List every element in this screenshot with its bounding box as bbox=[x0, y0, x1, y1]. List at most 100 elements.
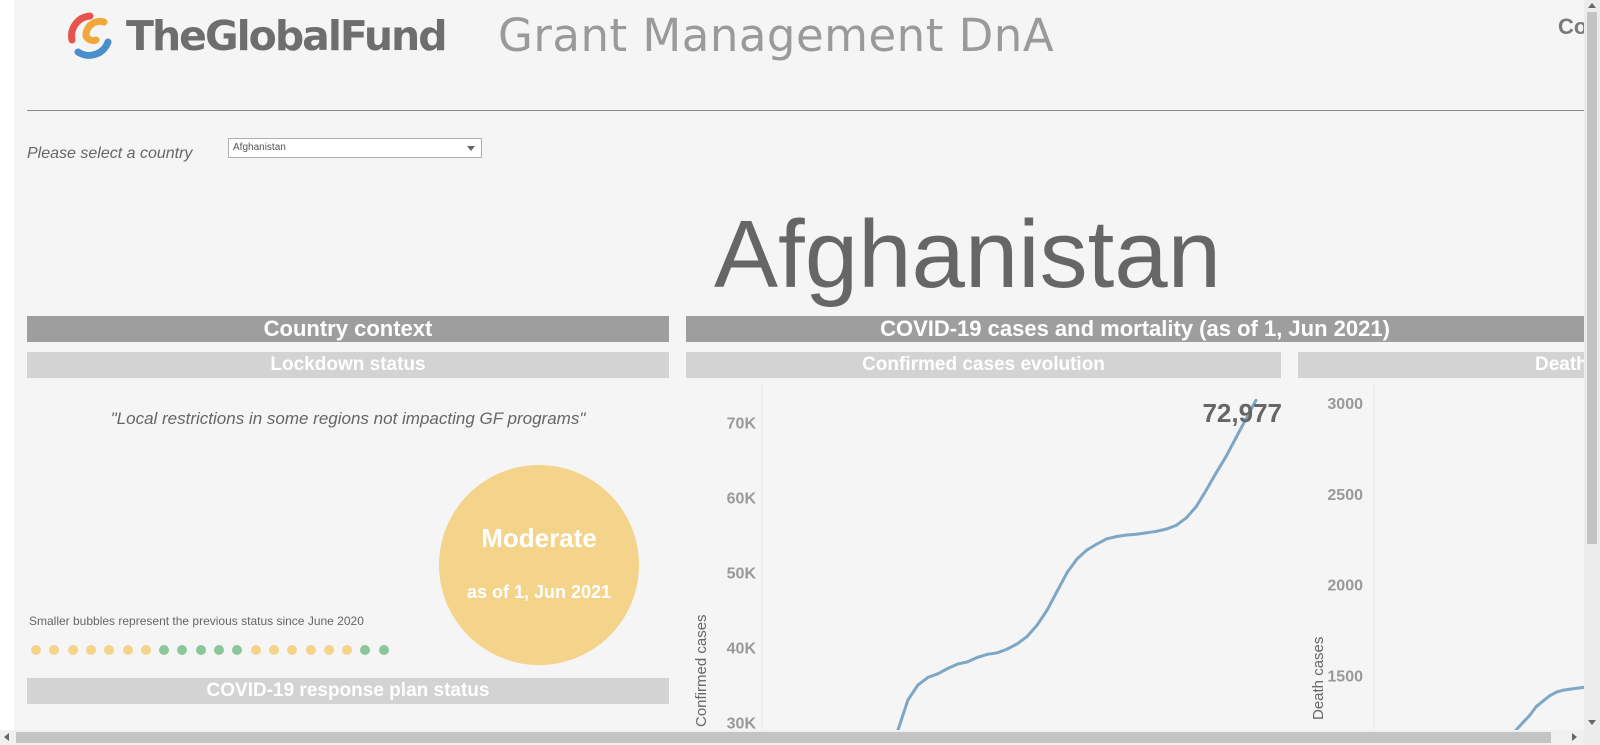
scroll-down-icon[interactable] bbox=[1588, 720, 1596, 725]
scroll-right-icon[interactable] bbox=[1572, 733, 1577, 741]
confirmed-data-point[interactable] bbox=[906, 698, 910, 702]
confirmed-data-point[interactable] bbox=[1184, 516, 1188, 520]
country-context-header: Country context bbox=[27, 316, 669, 342]
history-dot[interactable] bbox=[214, 645, 224, 655]
deaths-data-point[interactable] bbox=[1575, 686, 1579, 690]
scrollbar-corner bbox=[1584, 730, 1600, 745]
deaths-data-point[interactable] bbox=[1534, 704, 1538, 708]
confirmed-data-point[interactable] bbox=[1125, 533, 1129, 537]
country-select-dropdown[interactable]: Afghanistan bbox=[228, 138, 482, 158]
confirmed-data-point[interactable] bbox=[1075, 557, 1079, 561]
history-dot[interactable] bbox=[195, 645, 206, 655]
deaths-data-point[interactable] bbox=[1541, 699, 1545, 703]
confirmed-data-point[interactable] bbox=[986, 652, 989, 656]
confirmed-data-point[interactable] bbox=[1105, 537, 1109, 541]
confirmed-data-point[interactable] bbox=[946, 667, 950, 670]
deaths-data-point[interactable] bbox=[1555, 690, 1559, 694]
deaths-data-point[interactable] bbox=[1548, 694, 1552, 697]
confirmed-data-point[interactable] bbox=[1174, 523, 1178, 527]
confirmed-ytick-label: 50K bbox=[727, 566, 757, 583]
history-dot[interactable] bbox=[232, 645, 243, 655]
confirmed-data-point[interactable] bbox=[1095, 542, 1099, 546]
vertical-scroll-thumb[interactable] bbox=[1587, 12, 1597, 544]
deaths-series-line bbox=[1514, 685, 1584, 730]
confirmed-data-point[interactable] bbox=[1045, 608, 1049, 612]
confirmed-data-point[interactable] bbox=[1165, 527, 1168, 531]
confirmed-data-point[interactable] bbox=[1065, 571, 1069, 574]
confirmed-latest-label: 72,977 bbox=[1202, 398, 1282, 428]
chevron-down-icon[interactable] bbox=[467, 146, 475, 151]
confirmed-data-point[interactable] bbox=[1055, 589, 1059, 593]
deaths-data-point[interactable] bbox=[1521, 721, 1525, 725]
confirmed-data-point[interactable] bbox=[995, 651, 999, 655]
deaths-data-point[interactable] bbox=[1568, 687, 1572, 691]
confirmed-data-point[interactable] bbox=[1254, 398, 1258, 402]
history-dot[interactable] bbox=[49, 645, 60, 655]
deaths-ylabel: Death cases bbox=[1310, 637, 1327, 720]
history-dot[interactable] bbox=[31, 645, 41, 655]
history-dot[interactable] bbox=[177, 645, 188, 655]
history-dot[interactable] bbox=[122, 645, 133, 655]
deaths-ytick-label: 1500 bbox=[1327, 669, 1363, 686]
deaths-data-point[interactable] bbox=[1514, 728, 1518, 731]
deaths-ytick-label: 2500 bbox=[1327, 487, 1363, 504]
history-dot[interactable] bbox=[360, 645, 371, 655]
country-title: Afghanistan bbox=[714, 201, 1222, 308]
deaths-data-point[interactable] bbox=[1582, 685, 1585, 689]
confirmed-data-point[interactable] bbox=[1244, 417, 1248, 421]
history-dot[interactable] bbox=[250, 645, 261, 655]
confirmed-data-point[interactable] bbox=[966, 660, 970, 664]
lockdown-status-value: Moderate bbox=[481, 523, 597, 553]
confirmed-data-point[interactable] bbox=[1115, 535, 1119, 538]
deaths-chart: 3000 2500 2000 1500 Death cases bbox=[1298, 385, 1584, 730]
history-dot[interactable] bbox=[342, 645, 353, 655]
scroll-up-icon[interactable] bbox=[1588, 3, 1596, 8]
history-dot[interactable] bbox=[287, 645, 298, 655]
history-dot[interactable] bbox=[104, 645, 115, 655]
confirmed-data-point[interactable] bbox=[1135, 532, 1139, 536]
confirmed-data-point[interactable] bbox=[1214, 471, 1218, 475]
confirmed-data-point[interactable] bbox=[1194, 505, 1198, 508]
confirmed-data-point[interactable] bbox=[926, 676, 930, 679]
confirmed-data-point[interactable] bbox=[1204, 488, 1208, 492]
confirmed-data-point[interactable] bbox=[1015, 642, 1019, 646]
history-dot[interactable] bbox=[268, 645, 279, 655]
history-dot[interactable] bbox=[305, 645, 316, 655]
brand-subtitle: Grant Management DnA bbox=[498, 9, 1055, 62]
confirmed-cases-header: Confirmed cases evolution bbox=[686, 352, 1281, 378]
deaths-ytick-label: 2000 bbox=[1327, 578, 1363, 595]
confirmed-data-point[interactable] bbox=[916, 683, 920, 687]
history-dot[interactable] bbox=[67, 645, 78, 655]
confirmed-data-point[interactable] bbox=[1224, 454, 1228, 458]
history-dot[interactable] bbox=[85, 645, 96, 655]
deaths-data-point[interactable] bbox=[1528, 714, 1532, 717]
confirmed-data-point[interactable] bbox=[1025, 634, 1029, 638]
history-dot[interactable] bbox=[140, 645, 151, 655]
confirmed-ytick-label: 30K bbox=[727, 716, 757, 731]
response-plan-header: COVID-19 response plan status bbox=[27, 678, 669, 704]
bubble-note: Smaller bubbles represent the previous s… bbox=[29, 614, 364, 628]
deaths-data-point[interactable] bbox=[1562, 688, 1566, 692]
confirmed-ylabel: Confirmed cases bbox=[693, 614, 710, 727]
scroll-left-icon[interactable] bbox=[4, 733, 9, 741]
confirmed-ytick-label: 70K bbox=[727, 416, 757, 433]
confirmed-data-point[interactable] bbox=[1085, 548, 1089, 552]
confirmed-data-point[interactable] bbox=[1035, 623, 1039, 627]
confirmed-data-point[interactable] bbox=[956, 662, 960, 666]
vertical-scrollbar[interactable] bbox=[1584, 0, 1600, 730]
confirmed-data-point[interactable] bbox=[936, 672, 940, 676]
confirmed-data-point[interactable] bbox=[1155, 529, 1159, 533]
confirmed-data-point[interactable] bbox=[1145, 531, 1149, 535]
confirmed-data-point[interactable] bbox=[1005, 647, 1009, 651]
confirmed-data-point[interactable] bbox=[1234, 436, 1238, 439]
lockdown-status-header: Lockdown status bbox=[27, 352, 669, 378]
horizontal-scrollbar[interactable] bbox=[0, 730, 1584, 745]
country-select-label: Please select a country bbox=[27, 145, 193, 162]
history-dot[interactable] bbox=[159, 645, 170, 655]
horizontal-scroll-thumb[interactable] bbox=[16, 732, 1551, 743]
confirmed-data-point[interactable] bbox=[896, 728, 900, 731]
confirmed-data-point[interactable] bbox=[976, 655, 980, 659]
history-dot[interactable] bbox=[323, 645, 334, 655]
deaths-header: Deaths bbox=[1298, 352, 1584, 378]
history-dot[interactable] bbox=[378, 645, 389, 655]
